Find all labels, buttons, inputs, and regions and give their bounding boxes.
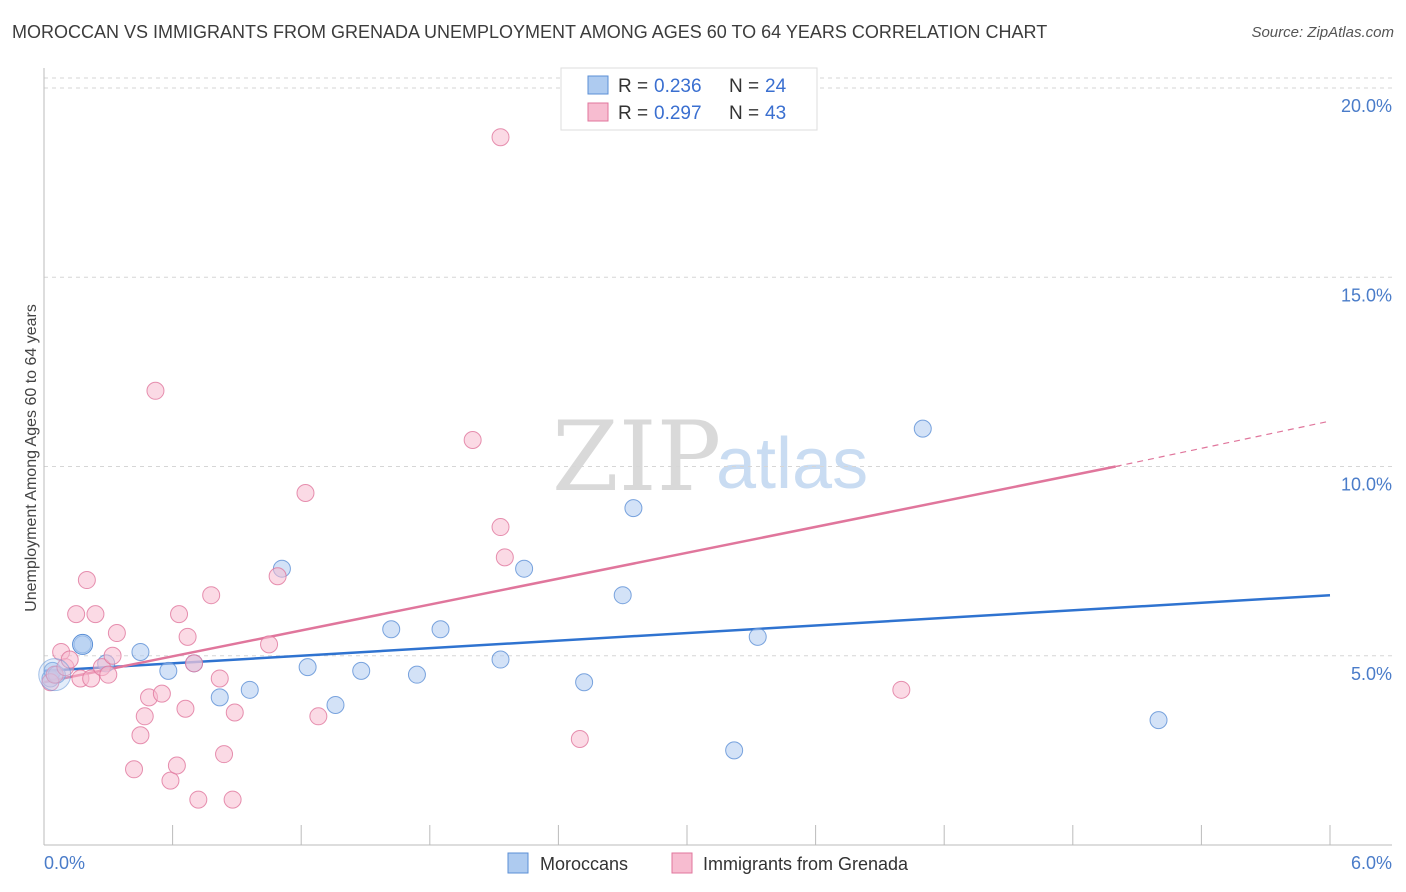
trend-lines [43,420,1331,684]
y-tick-label: 5.0% [1351,664,1392,684]
x-tick-label-min: 0.0% [44,853,85,873]
point-moroccans [491,650,510,669]
point-moroccans [1149,711,1168,730]
y-axis-label: Unemployment Among Ages 60 to 64 years [23,304,40,612]
legend-r-label-2: R = [618,103,648,124]
point-moroccans [210,688,229,707]
chart-title: MOROCCAN VS IMMIGRANTS FROM GRENADA UNEM… [12,22,1048,42]
point-grenada [892,680,911,699]
point-moroccans [72,633,94,655]
point-moroccans [159,661,178,680]
bottom-legend-moroccans: Moroccans [540,854,628,874]
point-grenada [107,624,126,643]
point-moroccans [613,586,632,605]
point-moroccans [913,419,932,438]
point-grenada [178,627,197,646]
point-grenada [152,684,171,703]
point-moroccans [515,559,534,578]
point-moroccans [382,620,401,639]
legend-n-value-2: 43 [765,103,786,124]
bottom-legend-grenada: Immigrants from Grenada [703,854,909,874]
point-cluster-moroccans [38,658,72,692]
legend-r-value-1: 0.236 [654,76,702,97]
point-moroccans [725,741,744,760]
point-grenada [268,567,287,586]
legend-swatch-grenada [587,102,609,122]
bottom-legend-swatch-grenada [671,852,693,874]
point-grenada [570,730,589,749]
point-grenada [170,605,189,624]
axes [43,68,1392,846]
point-grenada [202,586,221,605]
point-grenada [167,756,186,775]
point-grenada [463,431,482,450]
point-grenada [491,128,510,147]
y-tick-label: 10.0% [1341,475,1392,495]
point-grenada [260,635,279,654]
point-grenada [99,665,118,684]
legend-r-value-2: 0.297 [654,103,702,124]
point-grenada [161,771,180,790]
point-grenada [176,699,195,718]
point-grenada [223,790,242,809]
data-points [38,128,1168,809]
legend-n-label-1: N = [729,76,759,97]
point-moroccans [298,658,317,677]
source-label: Source: ZipAtlas.com [1251,24,1394,41]
point-moroccans [131,642,150,661]
point-grenada [131,726,150,745]
point-moroccans [407,665,426,684]
point-moroccans [326,695,345,714]
point-grenada [103,646,122,665]
legend-r-label-1: R = [618,76,648,97]
point-grenada [189,790,208,809]
point-grenada [67,605,86,624]
legend: R = 0.236 N = 24 R = 0.297 N = 43 [560,67,818,131]
legend-swatch-moroccans [587,75,609,95]
point-grenada [82,669,101,688]
point-moroccans [240,680,259,699]
trend-line-grenada-extension [1115,420,1331,468]
trend-line-grenada [43,465,1116,684]
watermark-zip: ZIP [552,401,721,513]
trend-line-moroccans [43,593,1331,673]
point-grenada [495,548,514,567]
y-tick-label: 15.0% [1341,285,1392,305]
point-grenada [125,760,144,779]
y-tick-label: 20.0% [1341,96,1392,116]
point-moroccans [624,499,643,518]
watermark-atlas: atlas [716,424,868,504]
point-grenada [309,707,328,726]
point-grenada [225,703,244,722]
point-grenada [135,707,154,726]
point-grenada [86,605,105,624]
x-tick-label-max: 6.0% [1351,853,1392,873]
point-grenada [77,571,96,590]
point-moroccans [431,620,450,639]
point-moroccans [352,661,371,680]
point-grenada [491,518,510,537]
point-grenada [210,669,229,688]
legend-n-value-1: 24 [765,76,787,97]
point-moroccans [748,627,767,646]
point-moroccans [575,673,594,692]
legend-n-label-2: N = [729,103,759,124]
point-grenada [185,654,204,673]
point-grenada [215,745,234,764]
point-grenada [146,381,165,400]
gridlines: 5.0% 10.0% 15.0% 20.0% [44,77,1392,684]
bottom-legend: Moroccans Immigrants from Grenada [507,852,909,874]
point-grenada [296,483,315,502]
bottom-legend-swatch-moroccans [507,852,529,874]
